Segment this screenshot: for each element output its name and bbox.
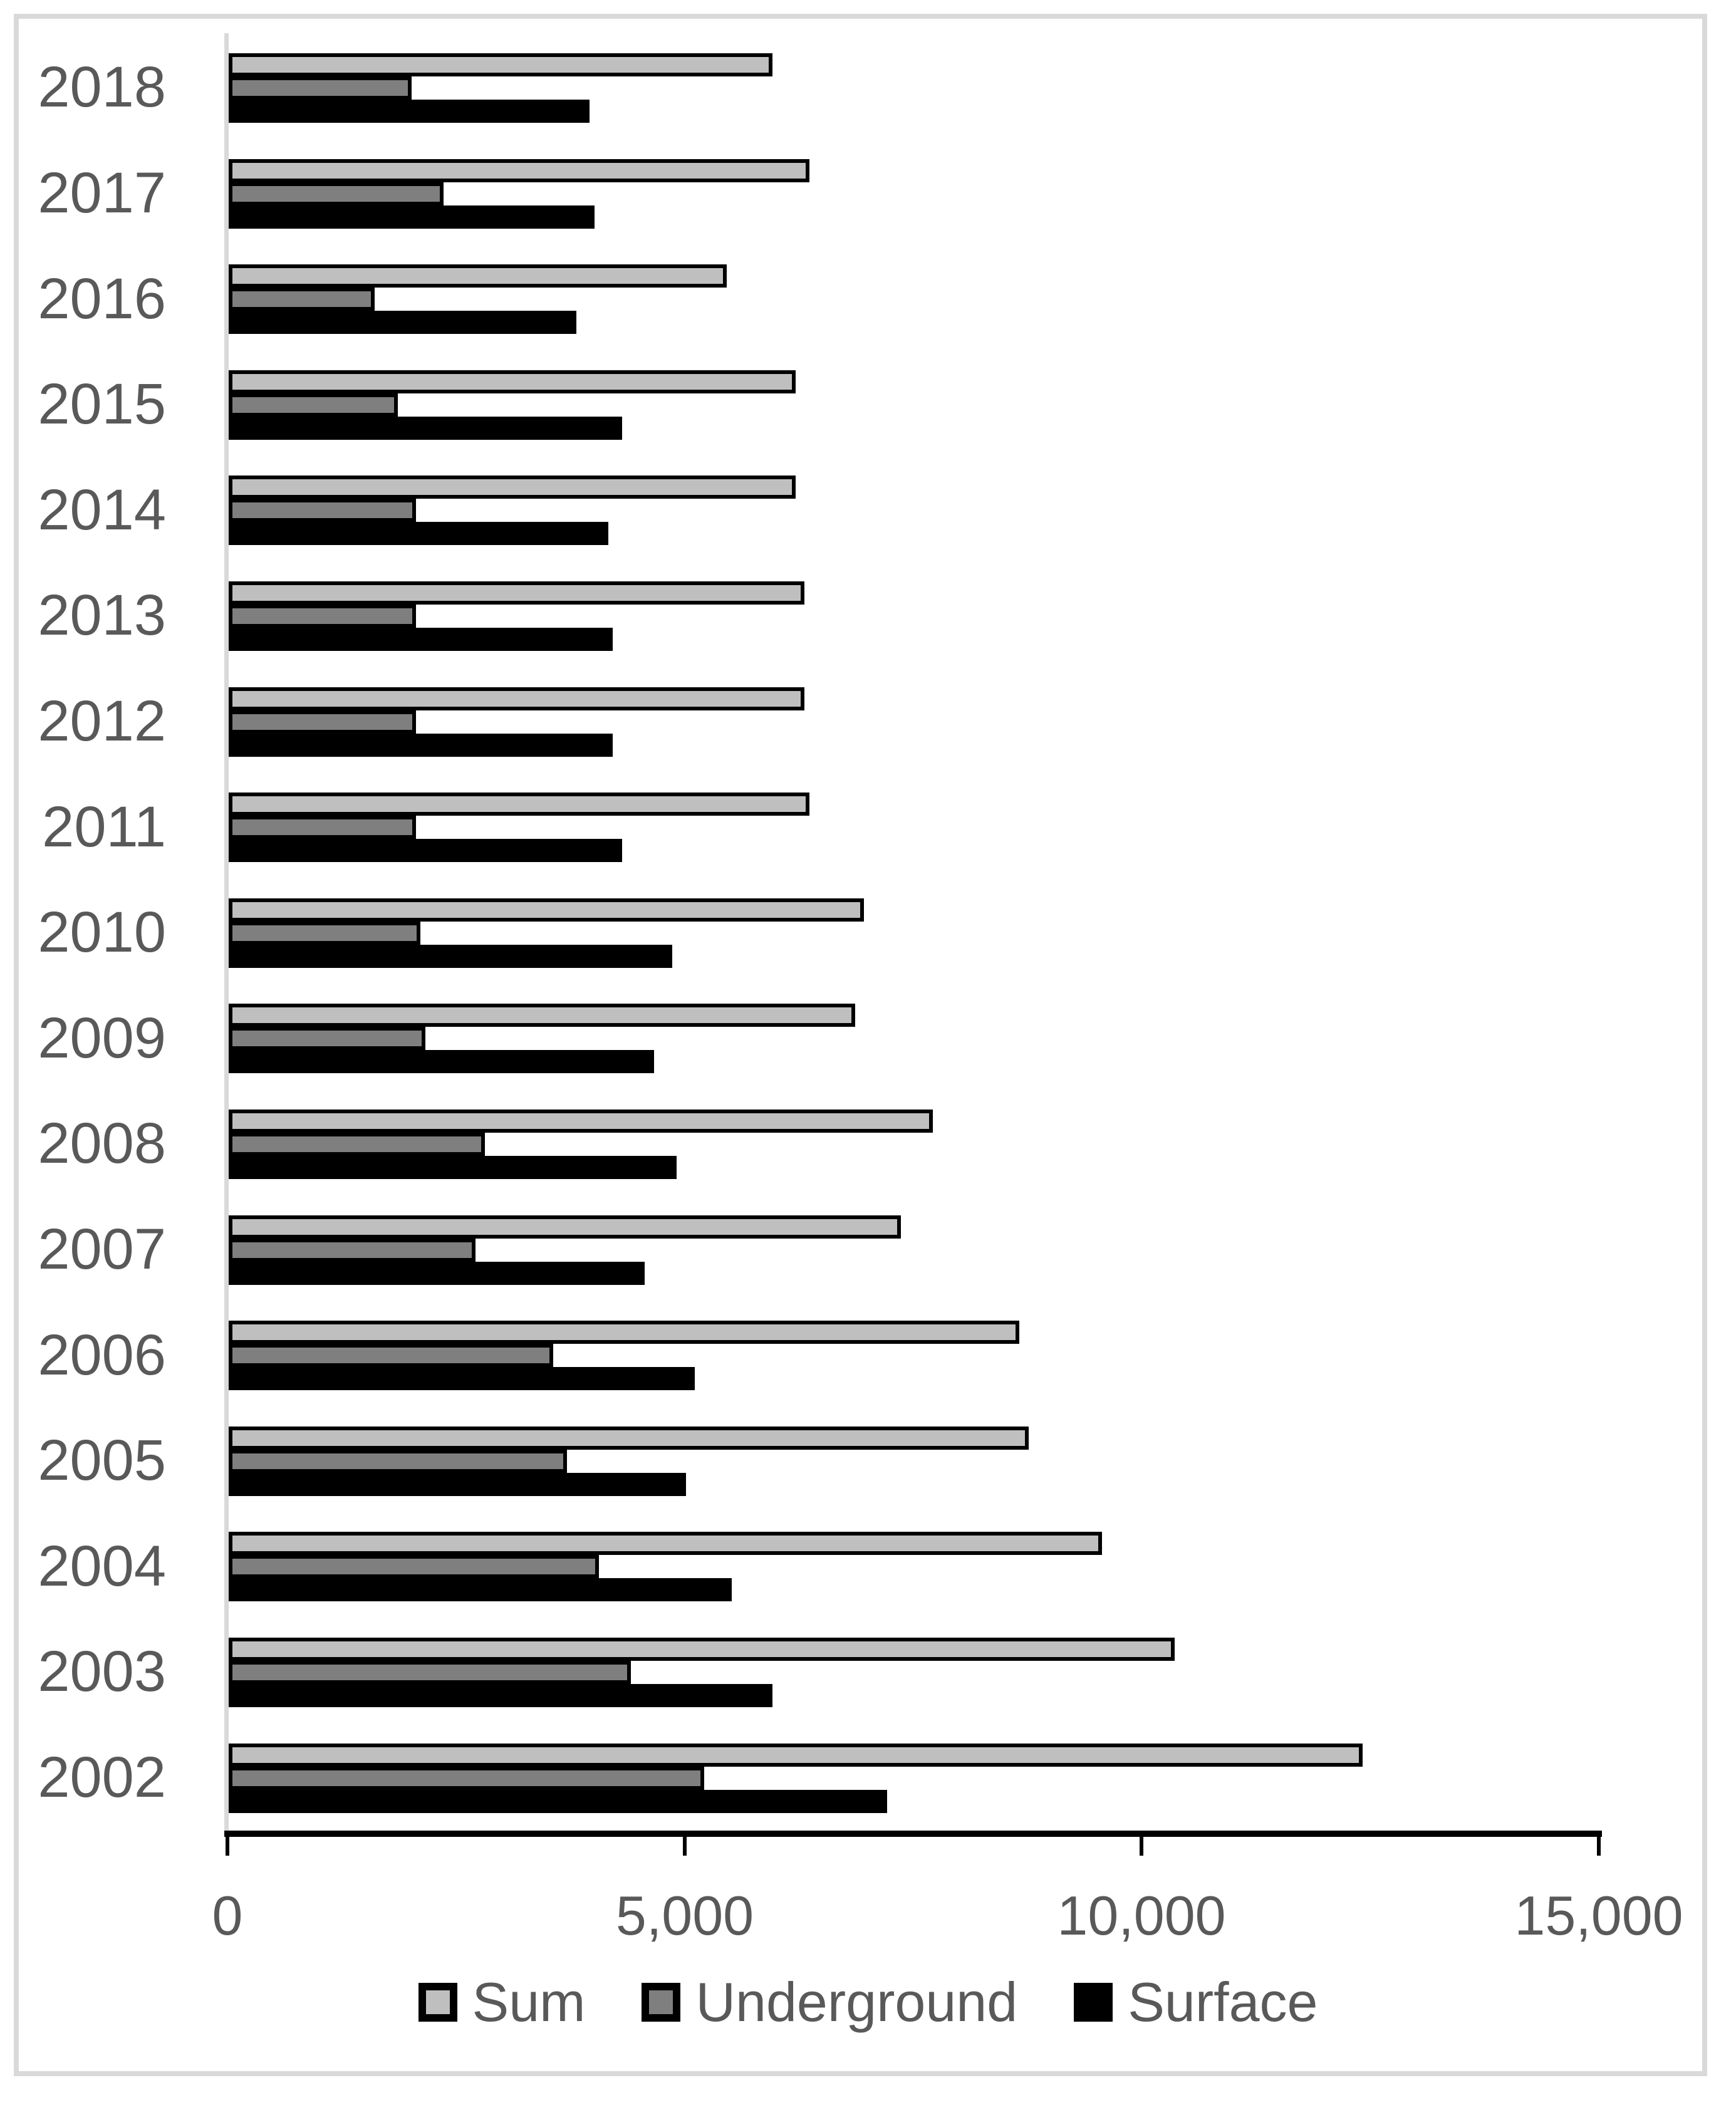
bar-underground-2005: [229, 1450, 567, 1473]
bar-sum-2010: [229, 898, 864, 922]
value-axis-tick-label-0: 0: [212, 1884, 243, 1946]
bar-surface-2006: [229, 1367, 695, 1390]
bar-sum-2006: [229, 1321, 1019, 1344]
bar-underground-2018: [229, 76, 412, 100]
bar-underground-2009: [229, 1027, 425, 1050]
category-label-2004: 2004: [38, 1534, 166, 1598]
bar-surface-2012: [229, 734, 613, 757]
value-axis-tick-label-15000: 15,000: [1514, 1884, 1683, 1946]
value-axis-tick-0: [226, 1837, 229, 1856]
bar-surface-2016: [229, 311, 576, 334]
category-label-2015: 2015: [38, 372, 166, 436]
legend-item-sum: Sum: [418, 1971, 586, 2033]
bar-surface-2017: [229, 205, 595, 229]
category-label-2013: 2013: [38, 583, 166, 647]
bar-underground-2013: [229, 605, 416, 628]
bar-sum-2002: [229, 1744, 1363, 1767]
legend-label-surface: Surface: [1128, 1971, 1318, 2033]
value-axis-line: [224, 1831, 1602, 1837]
category-label-2009: 2009: [38, 1006, 166, 1070]
bar-surface-2013: [229, 628, 613, 651]
category-label-2018: 2018: [38, 55, 166, 119]
category-label-2002: 2002: [38, 1745, 166, 1809]
bar-underground-2004: [229, 1555, 599, 1578]
bar-underground-2016: [229, 288, 375, 311]
legend-swatch-underground: [642, 1983, 681, 2022]
value-axis-tick-10000: [1140, 1837, 1143, 1856]
bar-surface-2004: [229, 1578, 732, 1601]
bar-sum-2017: [229, 159, 809, 182]
bar-sum-2016: [229, 264, 727, 288]
category-label-2012: 2012: [38, 689, 166, 753]
value-axis-tick-label-5000: 5,000: [615, 1884, 754, 1946]
legend-label-sum: Sum: [472, 1971, 586, 2033]
bar-sum-2013: [229, 581, 804, 605]
bar-surface-2008: [229, 1156, 677, 1179]
category-label-2007: 2007: [38, 1217, 166, 1281]
bar-underground-2014: [229, 499, 416, 522]
bar-underground-2007: [229, 1239, 476, 1262]
category-label-2010: 2010: [38, 900, 166, 964]
bar-sum-2014: [229, 476, 796, 499]
category-label-2005: 2005: [38, 1428, 166, 1492]
bar-underground-2002: [229, 1767, 704, 1790]
legend-item-surface: Surface: [1074, 1975, 1318, 2030]
bar-underground-2010: [229, 922, 420, 945]
bar-sum-2009: [229, 1004, 855, 1027]
bar-surface-2014: [229, 522, 608, 545]
category-label-2003: 2003: [38, 1640, 166, 1703]
value-axis-tick-label-10000: 10,000: [1057, 1884, 1226, 1946]
bar-sum-2007: [229, 1215, 901, 1239]
legend-swatch-sum: [418, 1983, 457, 2022]
category-label-2017: 2017: [38, 161, 166, 225]
value-axis-tick-15000: [1597, 1837, 1601, 1856]
bar-underground-2012: [229, 710, 416, 734]
value-axis-tick-5000: [683, 1837, 687, 1856]
category-label-2011: 2011: [42, 795, 166, 859]
category-axis-line: [224, 33, 229, 1831]
category-label-2008: 2008: [38, 1111, 166, 1175]
bar-surface-2015: [229, 417, 622, 440]
bar-surface-2010: [229, 945, 672, 968]
bar-underground-2008: [229, 1133, 485, 1156]
legend: Sum Underground Surface: [0, 1975, 1736, 2030]
legend-item-underground: Underground: [642, 1975, 1017, 2030]
bar-underground-2003: [229, 1661, 631, 1684]
legend-label-underground: Underground: [695, 1971, 1018, 2033]
chart-border-frame: [14, 14, 1707, 2076]
bar-sum-2005: [229, 1427, 1029, 1450]
bar-surface-2002: [229, 1790, 887, 1813]
bar-surface-2011: [229, 839, 622, 862]
bar-underground-2015: [229, 393, 398, 417]
legend-swatch-surface: [1074, 1983, 1113, 2022]
category-label-2014: 2014: [38, 478, 166, 542]
bar-surface-2005: [229, 1473, 686, 1496]
bar-underground-2011: [229, 816, 416, 839]
bar-surface-2018: [229, 100, 590, 123]
category-label-2016: 2016: [38, 267, 166, 331]
bar-sum-2012: [229, 687, 804, 710]
bar-surface-2009: [229, 1050, 654, 1073]
bar-underground-2006: [229, 1344, 553, 1367]
bar-surface-2007: [229, 1262, 645, 1285]
bar-sum-2004: [229, 1532, 1102, 1555]
bar-sum-2008: [229, 1110, 933, 1133]
bar-underground-2017: [229, 182, 444, 205]
bar-sum-2003: [229, 1638, 1175, 1661]
bar-surface-2003: [229, 1684, 772, 1707]
category-label-2006: 2006: [38, 1323, 166, 1387]
bar-sum-2015: [229, 370, 796, 393]
bar-sum-2018: [229, 53, 772, 76]
bar-sum-2011: [229, 793, 809, 816]
